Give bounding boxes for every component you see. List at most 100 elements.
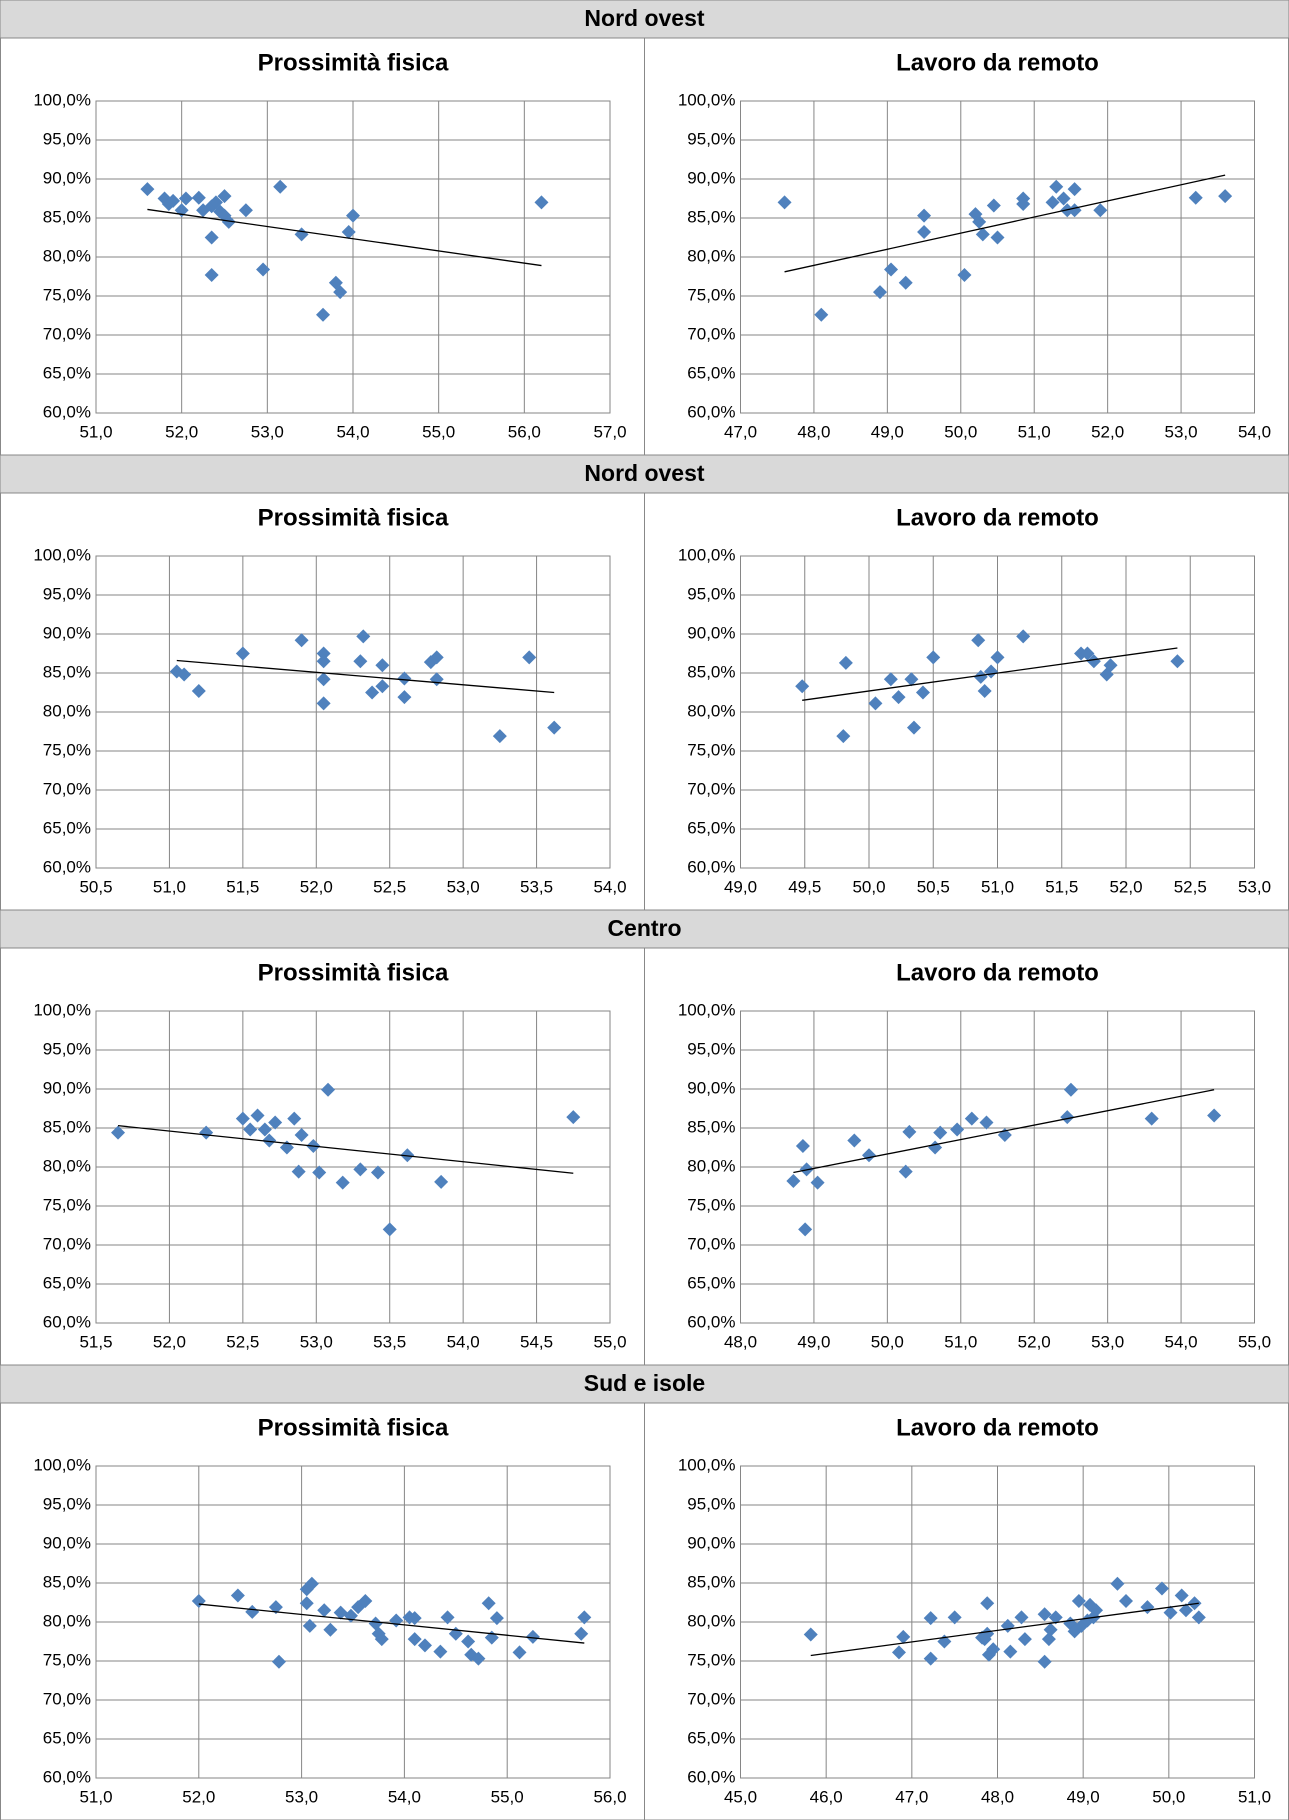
- data-point: [1188, 190, 1203, 205]
- y-tick-label: 80,0%: [687, 246, 735, 265]
- data-point: [204, 267, 219, 282]
- x-tick-label: 48,0: [797, 422, 830, 441]
- data-point: [316, 672, 331, 687]
- x-tick-label: 54,0: [1238, 422, 1271, 441]
- x-tick-label: 51,0: [79, 1787, 112, 1806]
- chart-title: Prossimità fisica: [258, 49, 449, 76]
- data-point: [407, 1611, 422, 1626]
- data-point: [333, 1605, 348, 1620]
- y-tick-label: 90,0%: [43, 168, 91, 187]
- data-point: [798, 1222, 813, 1237]
- y-tick-label: 80,0%: [687, 1611, 735, 1630]
- data-point: [353, 1162, 368, 1177]
- data-point: [1037, 1607, 1052, 1622]
- data-point: [471, 1651, 486, 1666]
- data-point: [238, 203, 253, 218]
- data-point: [341, 225, 356, 240]
- x-tick-label: 50,0: [1152, 1787, 1185, 1806]
- x-tick-label: 55,0: [593, 1332, 626, 1351]
- data-point: [1178, 1603, 1193, 1618]
- data-point: [433, 1644, 448, 1659]
- data-point: [928, 1140, 943, 1155]
- data-point: [1043, 1622, 1058, 1637]
- x-tick-label: 56,0: [593, 1787, 626, 1806]
- plot-frame: [740, 555, 1255, 869]
- data-point: [522, 650, 537, 665]
- data-point: [1163, 1605, 1178, 1620]
- data-point: [397, 690, 412, 705]
- chart-title: Lavoro da remoto: [896, 1414, 1099, 1441]
- data-point: [1045, 195, 1060, 210]
- data-point: [950, 1122, 965, 1137]
- trend-line: [147, 208, 542, 267]
- data-point: [986, 198, 1001, 213]
- data-point: [273, 179, 288, 194]
- data-point: [429, 650, 444, 665]
- section-band: [0, 1364, 1289, 1404]
- trend-line: [176, 659, 555, 694]
- data-point: [574, 1626, 589, 1641]
- x-tick-label: 54,0: [593, 877, 626, 896]
- plot-frame: [740, 100, 1255, 414]
- y-tick-label: 100,0%: [678, 90, 736, 109]
- data-point: [547, 720, 562, 735]
- y-tick-label: 95,0%: [43, 584, 91, 603]
- y-tick-label: 85,0%: [43, 662, 91, 681]
- data-point: [847, 1133, 862, 1148]
- y-tick-label: 95,0%: [687, 584, 735, 603]
- y-tick-label: 75,0%: [687, 285, 735, 304]
- y-tick-label: 90,0%: [687, 168, 735, 187]
- data-point: [317, 1603, 332, 1618]
- data-point: [926, 650, 941, 665]
- x-tick-label: 51,0: [944, 1332, 977, 1351]
- x-tick-label: 54,0: [388, 1787, 421, 1806]
- data-point: [1089, 1603, 1104, 1618]
- y-tick-label: 90,0%: [687, 1078, 735, 1097]
- x-tick-label: 54,5: [520, 1332, 553, 1351]
- data-point: [256, 262, 271, 277]
- data-point: [316, 654, 331, 669]
- x-tick-label: 50,5: [917, 877, 950, 896]
- y-tick-label: 70,0%: [687, 779, 735, 798]
- data-point: [217, 189, 232, 204]
- data-point: [389, 1613, 404, 1628]
- x-tick-label: 50,0: [852, 877, 885, 896]
- section-header: Sud e isole: [584, 1370, 705, 1396]
- y-tick-label: 60,0%: [687, 1312, 735, 1331]
- y-tick-label: 60,0%: [43, 1767, 91, 1786]
- x-tick-label: 49,0: [724, 877, 757, 896]
- trend-line: [802, 647, 1178, 701]
- x-tick-label: 53,0: [1091, 1332, 1124, 1351]
- y-tick-label: 85,0%: [687, 1117, 735, 1136]
- data-point: [1144, 1111, 1159, 1126]
- y-tick-label: 90,0%: [43, 1533, 91, 1552]
- x-tick-label: 48,0: [981, 1787, 1014, 1806]
- y-tick-label: 80,0%: [43, 246, 91, 265]
- x-tick-label: 51,0: [981, 877, 1014, 896]
- data-point: [178, 191, 193, 206]
- data-point: [902, 1124, 917, 1139]
- y-tick-label: 95,0%: [687, 1494, 735, 1513]
- data-point: [417, 1638, 432, 1653]
- plot-frame: [95, 1465, 611, 1779]
- data-point: [971, 633, 986, 648]
- data-point: [964, 1111, 979, 1126]
- data-point: [896, 1629, 911, 1644]
- x-tick-label: 51,0: [1018, 422, 1051, 441]
- data-point: [250, 1108, 265, 1123]
- x-tick-label: 52,0: [300, 877, 333, 896]
- x-tick-label: 47,0: [724, 422, 757, 441]
- data-point: [898, 1164, 913, 1179]
- data-point: [204, 230, 219, 245]
- data-point: [1003, 1644, 1018, 1659]
- y-tick-label: 65,0%: [43, 1273, 91, 1292]
- data-point: [346, 208, 360, 223]
- section-header: Nord ovest: [584, 460, 704, 486]
- data-point: [370, 1165, 385, 1180]
- y-tick-label: 80,0%: [687, 701, 735, 720]
- data-point: [111, 1125, 126, 1140]
- y-tick-label: 75,0%: [687, 1650, 735, 1669]
- data-point: [1086, 654, 1101, 669]
- data-point: [915, 685, 930, 700]
- data-point: [257, 1122, 272, 1137]
